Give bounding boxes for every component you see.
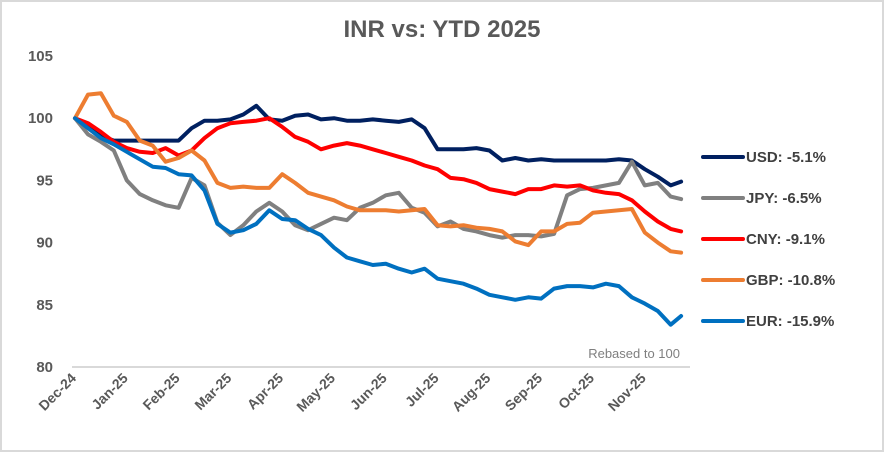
x-tick-label: Jan-25	[88, 370, 131, 413]
legend-label: JPY: -6.5%	[746, 190, 822, 207]
x-tick-label: Aug-25	[449, 370, 494, 415]
legend-label: CNY: -9.1%	[746, 231, 825, 248]
legend-label: USD: -5.1%	[746, 149, 826, 166]
x-tick-label: Sep-25	[502, 370, 546, 414]
legend-label: GBP: -10.8%	[746, 272, 835, 289]
y-tick-label: 105	[28, 48, 53, 65]
x-tick-label: Oct-25	[555, 370, 597, 412]
legend-label: EUR: -15.9%	[746, 313, 834, 330]
series-line-eur	[73, 116, 684, 327]
y-tick-label: 85	[36, 297, 53, 314]
rebased-note: Rebased to 100	[588, 346, 680, 361]
series-line-cny	[73, 116, 684, 234]
x-tick-label: Jun-25	[347, 370, 390, 413]
chart-title: INR vs: YTD 2025	[343, 16, 541, 43]
legend: USD: -5.1% JPY: -6.5% CNY: -9.1% GBP: -10.8…	[701, 149, 835, 330]
x-axis: Dec-24 Jan-25 Feb-25 Mar-25 Apr-25 May-25 Jun-…	[35, 370, 649, 415]
legend-item-usd: USD: -5.1%	[701, 149, 826, 166]
series-lines	[73, 91, 684, 327]
legend-item-gbp: GBP: -10.8%	[701, 272, 835, 289]
y-tick-label: 90	[36, 235, 53, 252]
x-tick-label: Mar-25	[191, 370, 234, 413]
x-tick-label: Apr-25	[244, 370, 287, 413]
legend-item-jpy: JPY: -6.5%	[701, 190, 822, 207]
y-tick-label: 95	[36, 172, 53, 189]
legend-item-eur: EUR: -15.9%	[701, 313, 834, 330]
x-tick-label: May-25	[293, 370, 338, 415]
y-tick-label: 80	[36, 359, 53, 376]
series-line-usd	[73, 103, 684, 188]
legend-item-cny: CNY: -9.1%	[701, 231, 825, 248]
series-line-jpy	[73, 116, 684, 240]
x-tick-label: Dec-24	[35, 370, 79, 414]
x-tick-label: Feb-25	[139, 370, 182, 413]
x-tick-label: Jul-25	[402, 370, 442, 410]
series-line-gbp	[73, 91, 684, 255]
x-tick-label: Nov-25	[605, 370, 649, 414]
y-axis: 80 85 90 95 100 105	[28, 48, 53, 376]
y-tick-label: 100	[28, 110, 53, 127]
